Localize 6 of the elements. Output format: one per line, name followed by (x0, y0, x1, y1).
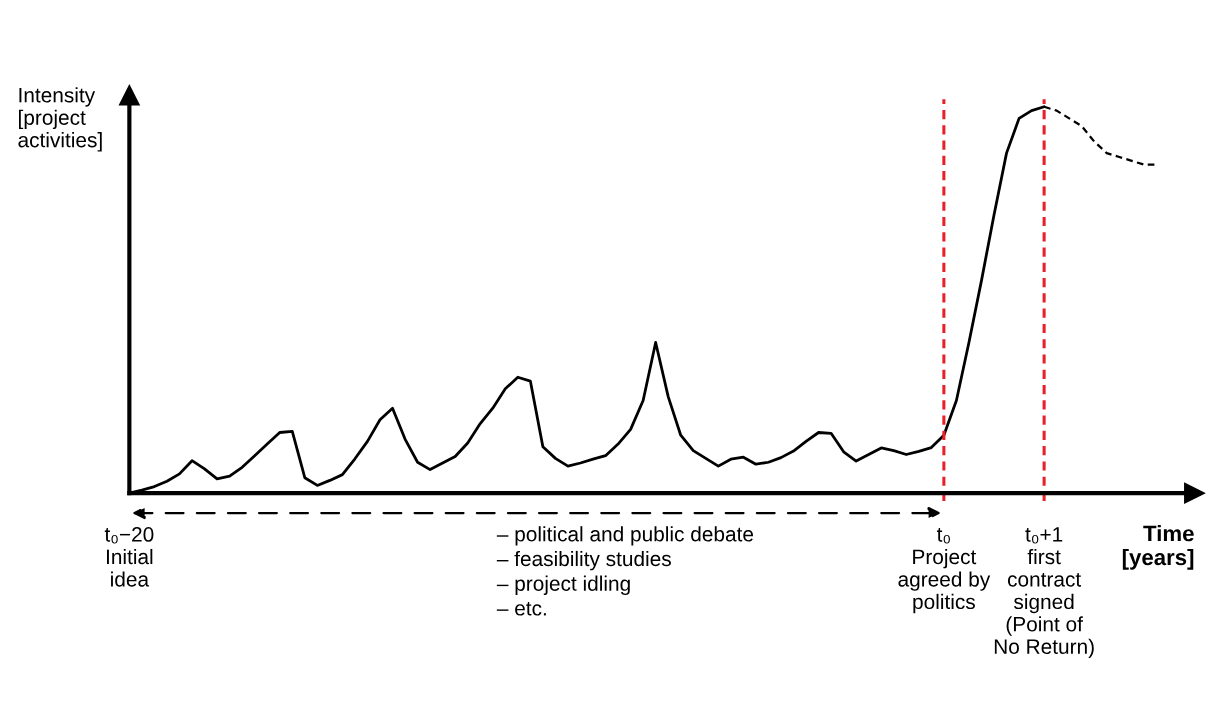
x-tick-label: t₀−20 Initial idea (104, 527, 154, 587)
x-tick-label: t₀ Project agreed by politics (898, 528, 991, 614)
x-axis-title: Time [years] (1122, 525, 1194, 570)
x-tick-label: t₀+1 first contract signed (Point of No Return) (994, 527, 1094, 659)
text: – political and public debate – feasibility studies – project idling – etc. (496, 526, 754, 616)
y-axis-title: Intensity [project activities] (18, 87, 102, 152)
